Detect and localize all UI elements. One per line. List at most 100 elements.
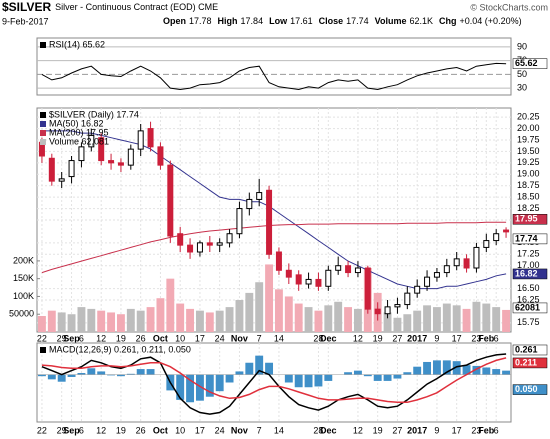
volume-bar <box>314 310 323 332</box>
y-tick-label: 20.25 <box>517 112 540 122</box>
y-tick-label: 18.25 <box>517 203 540 213</box>
volume-bar <box>334 301 343 332</box>
x-tick-label: 26 <box>136 333 146 343</box>
volume-bar <box>156 298 165 332</box>
volume-bar <box>186 308 195 332</box>
value-box-label: 17.95 <box>515 214 538 224</box>
volume-bar <box>344 307 353 332</box>
legend-label: Volume 62,081 <box>49 136 109 146</box>
rsi-line <box>41 62 507 91</box>
value-box <box>512 302 548 314</box>
volume-bar <box>452 305 461 332</box>
candle-body <box>157 146 164 166</box>
x-tick-label: 10 <box>175 425 185 435</box>
legend-label: RSI(14) 65.62 <box>49 39 105 49</box>
volume-bar <box>126 308 135 332</box>
candle-body <box>374 308 381 315</box>
volume-tick-label: 150K <box>13 273 34 283</box>
volume-bar <box>176 303 185 332</box>
candle-body <box>424 276 431 287</box>
legend-label: MACD(12,26,9) 0.261, 0.211, 0.050 <box>49 344 191 354</box>
candle-body <box>206 242 213 246</box>
x-tick-label: 23 <box>471 333 481 343</box>
histogram-bar <box>205 374 214 397</box>
candle-body <box>325 269 332 287</box>
source: © StockCharts.com <box>470 2 548 12</box>
x-tick-label: 14 <box>274 425 284 435</box>
x-tick-label: 7 <box>257 333 262 343</box>
x-tick-label: 2017 <box>407 425 427 435</box>
x-tick-label: Nov <box>231 333 248 343</box>
volume-bar <box>462 308 471 332</box>
histogram-bar <box>67 374 76 377</box>
x-tick-label: 10 <box>175 333 185 343</box>
x-tick-label: 27 <box>392 333 402 343</box>
histogram-bar <box>413 366 422 375</box>
histogram-bar <box>126 373 135 375</box>
x-tick-label: 9 <box>434 425 439 435</box>
histogram-bar <box>215 374 224 392</box>
histogram-bar <box>245 362 254 375</box>
panel-frame <box>36 342 512 423</box>
x-tick-label: 19 <box>116 425 126 435</box>
x-tick-label: 17 <box>452 333 462 343</box>
histogram-bar <box>176 374 185 400</box>
volume-bar <box>403 314 412 332</box>
candle-body <box>483 240 490 248</box>
histogram-bar <box>37 374 46 377</box>
x-tick-label: 19 <box>373 333 383 343</box>
quote-value: 17.78 <box>189 16 212 26</box>
histogram-bar <box>235 371 244 375</box>
histogram-bar <box>77 373 86 375</box>
x-tick-label: 17 <box>195 333 205 343</box>
candle-body <box>345 265 352 274</box>
volume-bar <box>215 310 224 332</box>
volume-bar <box>37 316 46 332</box>
histogram-bar <box>107 374 116 376</box>
quote-label: Close <box>319 16 344 26</box>
candle-body <box>384 306 391 315</box>
histogram-bar <box>393 374 402 379</box>
quote-label: Low <box>269 16 288 26</box>
candle-body <box>98 137 105 162</box>
candle-body <box>236 208 243 235</box>
volume-bar <box>423 305 432 332</box>
histogram-bar <box>383 374 392 381</box>
volume-bar <box>146 307 155 332</box>
candle-body <box>68 160 75 178</box>
x-tick-label: Dec <box>320 333 337 343</box>
volume-bar <box>205 312 214 332</box>
x-tick-label: 27 <box>392 425 402 435</box>
histogram-bar <box>353 370 362 375</box>
volume-bar <box>255 282 264 332</box>
volume-bar <box>353 308 362 332</box>
quote-label: Chg <box>439 16 457 26</box>
volume-bar <box>324 305 333 332</box>
volume-bar <box>442 303 451 332</box>
x-tick-label: 28 <box>313 333 323 343</box>
chart-title: Silver - Continuous Contract (EOD) CME <box>55 2 218 12</box>
candle-body <box>137 130 144 150</box>
histogram-bar <box>502 370 511 375</box>
x-tick-label: 12 <box>353 425 363 435</box>
macd-line <box>41 353 507 415</box>
histogram-bar <box>363 374 372 377</box>
value-box-label: 0.261 <box>515 344 538 354</box>
histogram-bar <box>432 360 441 375</box>
candle-body <box>414 285 421 294</box>
volume-bar <box>107 312 116 332</box>
x-tick-label: 6 <box>79 333 84 343</box>
histogram-bar <box>442 360 451 375</box>
candle-body <box>167 164 174 237</box>
x-tick-label: 23 <box>471 425 481 435</box>
volume-bar <box>57 312 66 332</box>
volume-bar <box>87 308 96 332</box>
quote-label: Volume <box>375 16 407 26</box>
value-box <box>512 357 548 369</box>
x-tick-label: 19 <box>116 333 126 343</box>
candle-body <box>266 189 273 255</box>
quote-value: 17.84 <box>241 16 264 26</box>
volume-tick-label: 100K <box>13 291 34 301</box>
candle-body <box>108 160 115 164</box>
histogram-bar <box>255 355 264 375</box>
